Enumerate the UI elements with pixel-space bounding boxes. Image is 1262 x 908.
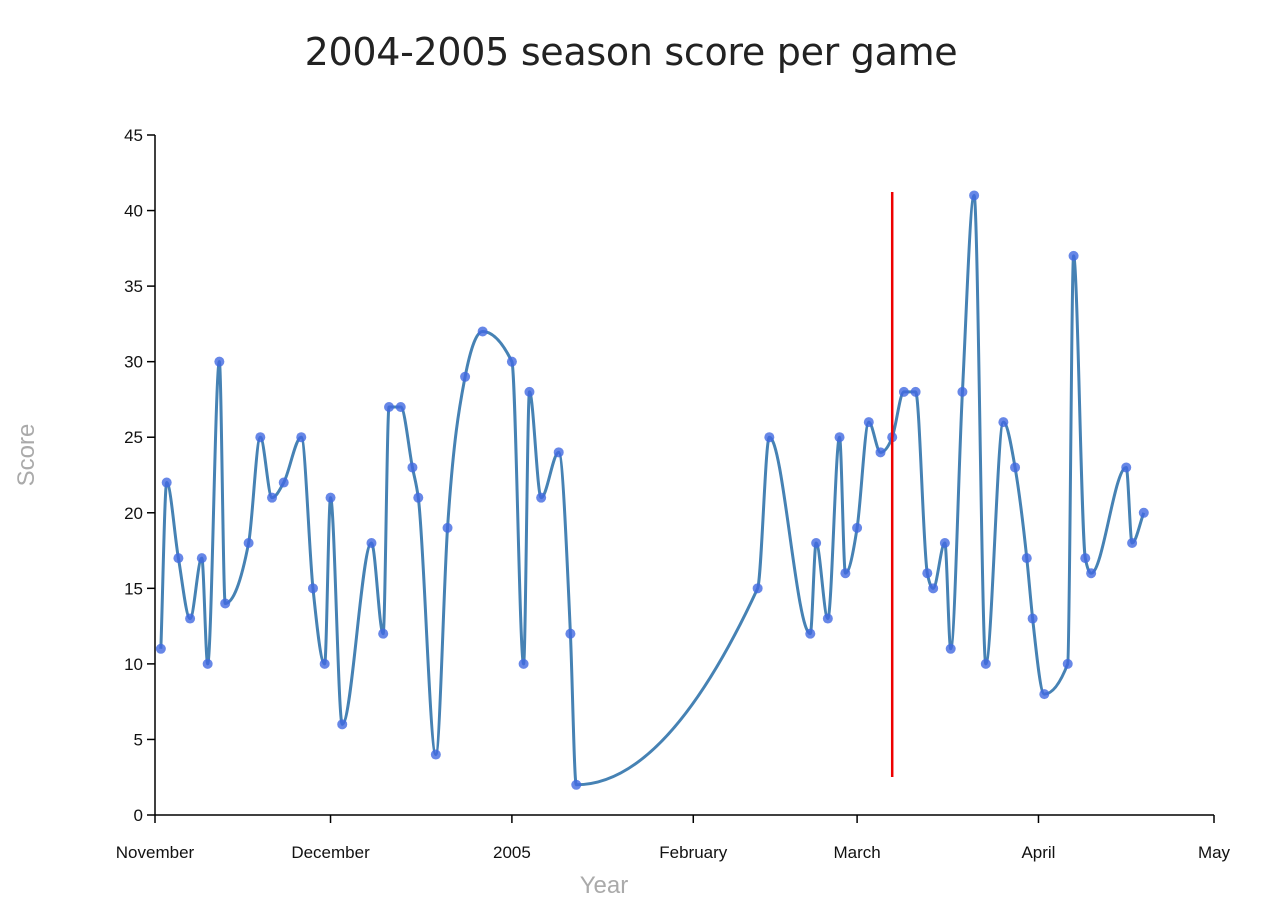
data-point — [922, 568, 933, 579]
data-point — [957, 386, 968, 397]
data-point — [325, 492, 336, 503]
data-point — [413, 492, 424, 503]
x-tick-label: 2005 — [493, 843, 531, 862]
data-point — [278, 477, 289, 488]
data-point — [196, 553, 207, 564]
data-point — [267, 492, 278, 503]
y-tick-label: 45 — [124, 126, 143, 145]
data-point — [752, 583, 763, 594]
series-line — [159, 193, 1146, 787]
y-tick-label: 15 — [124, 579, 143, 598]
data-point — [407, 462, 418, 473]
data-point — [852, 522, 863, 533]
data-point — [980, 658, 991, 669]
data-point — [524, 386, 535, 397]
x-tick-label: March — [833, 843, 880, 862]
data-point — [1068, 250, 1079, 261]
data-point — [553, 447, 564, 458]
data-point — [460, 371, 471, 382]
data-point — [939, 538, 950, 548]
data-point — [161, 477, 172, 488]
data-point — [1062, 658, 1073, 669]
data-point — [875, 447, 886, 458]
data-point — [571, 779, 582, 790]
x-tick-label: February — [659, 843, 728, 862]
data-point — [430, 749, 441, 760]
y-axis: 0 5 10 15 20 25 30 35 40 45 — [124, 126, 156, 825]
data-point — [378, 628, 389, 639]
data-point — [811, 538, 822, 548]
data-point — [442, 522, 453, 533]
data-point — [805, 628, 816, 639]
chart-title: 2004-2005 season score per game — [304, 30, 958, 74]
data-point — [565, 628, 576, 639]
data-point — [477, 326, 488, 337]
data-point — [1127, 538, 1138, 548]
data-point — [255, 432, 266, 443]
x-axis-label: Year — [580, 872, 629, 899]
data-point — [319, 658, 330, 669]
data-point — [384, 402, 395, 412]
data-point — [243, 538, 254, 548]
data-point — [1086, 568, 1097, 579]
x-tick-label: May — [1198, 843, 1231, 862]
data-point — [822, 613, 833, 624]
data-point — [969, 190, 980, 201]
y-tick-label: 20 — [124, 504, 143, 523]
data-point — [840, 568, 851, 579]
data-point — [395, 402, 406, 412]
data-point — [764, 432, 775, 443]
data-point — [337, 719, 348, 730]
data-point — [1138, 507, 1149, 518]
data-point — [1027, 613, 1038, 624]
x-tick-label: April — [1021, 843, 1055, 862]
data-point — [366, 538, 377, 548]
y-tick-label: 5 — [134, 730, 143, 749]
data-point — [1039, 689, 1050, 700]
y-axis-label: Score — [13, 424, 40, 487]
data-point — [1021, 553, 1032, 564]
data-point — [536, 492, 547, 503]
x-tick-label: December — [291, 843, 370, 862]
y-tick-label: 40 — [124, 202, 143, 221]
data-point — [834, 432, 845, 443]
data-point — [1080, 553, 1091, 564]
data-point — [202, 658, 213, 669]
data-point — [928, 583, 939, 594]
x-tick-label: November — [116, 843, 195, 862]
data-point — [506, 356, 517, 367]
data-point — [898, 386, 909, 397]
y-tick-label: 30 — [124, 353, 143, 372]
data-point — [863, 417, 874, 428]
data-point — [998, 417, 1009, 428]
data-point — [910, 386, 921, 397]
y-tick-label: 0 — [134, 806, 143, 825]
data-point — [307, 583, 318, 594]
data-point — [945, 643, 956, 654]
y-tick-label: 35 — [124, 277, 143, 296]
data-point — [1121, 462, 1132, 473]
data-point — [296, 432, 307, 443]
data-point — [185, 613, 196, 624]
y-tick-label: 10 — [124, 655, 143, 674]
data-point — [1010, 462, 1021, 473]
data-point — [214, 356, 225, 367]
y-tick-label: 25 — [124, 428, 143, 447]
data-point — [173, 553, 184, 564]
series-layer — [155, 190, 1149, 790]
data-point — [220, 598, 231, 609]
data-point — [155, 643, 166, 654]
x-axis: November December 2005 February March April Ma… — [116, 814, 1231, 862]
data-point — [518, 658, 529, 669]
